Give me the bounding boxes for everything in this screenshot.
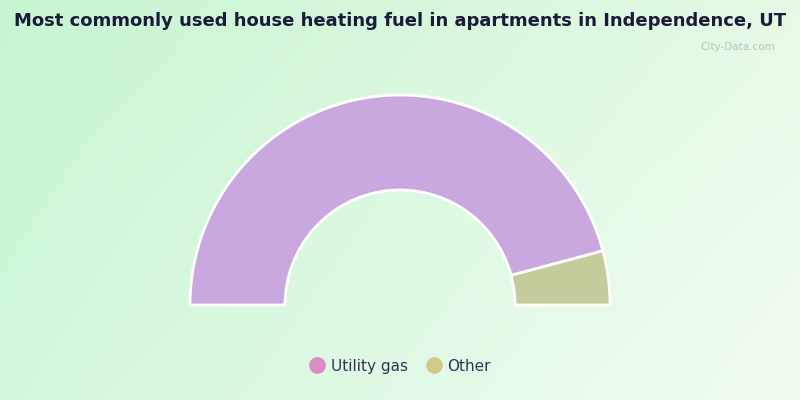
Wedge shape [511,251,610,305]
Wedge shape [190,95,603,305]
Legend: Utility gas, Other: Utility gas, Other [309,359,491,374]
Text: City-Data.com: City-Data.com [700,42,775,52]
Text: Most commonly used house heating fuel in apartments in Independence, UT: Most commonly used house heating fuel in… [14,12,786,30]
